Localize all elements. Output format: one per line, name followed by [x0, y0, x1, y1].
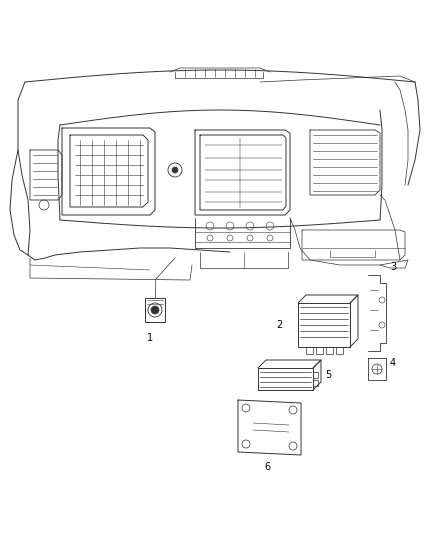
- Text: 5: 5: [325, 370, 331, 380]
- Circle shape: [151, 306, 159, 314]
- Text: 3: 3: [390, 262, 396, 272]
- Text: 1: 1: [147, 333, 153, 343]
- Text: 2: 2: [276, 320, 282, 330]
- Text: 4: 4: [390, 358, 396, 368]
- Text: 6: 6: [265, 462, 271, 472]
- Circle shape: [172, 167, 178, 173]
